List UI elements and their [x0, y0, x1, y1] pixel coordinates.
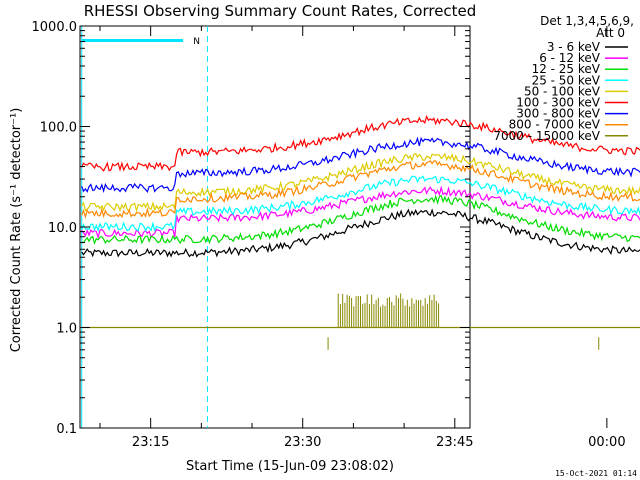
- chart-title: RHESSI Observing Summary Count Rates, Co…: [84, 2, 477, 20]
- night-marker-label: N: [193, 37, 200, 47]
- series-line-5: [81, 152, 640, 213]
- series-polyline: [81, 114, 640, 172]
- legend-header-line-1: Det 1,3,4,5,6,9,: [540, 14, 634, 28]
- series-polyline: [81, 136, 640, 194]
- series-line-1: [81, 208, 640, 258]
- series-line-3: [81, 194, 640, 245]
- x-tick-label: 23:15: [132, 435, 169, 450]
- night-bar-1: [81, 39, 184, 42]
- series-line-9: [81, 293, 640, 350]
- series-line-7: [81, 136, 640, 194]
- legend-entry-label: 3 - 6 keV: [547, 40, 601, 54]
- series-polyline: [81, 152, 640, 213]
- plot-frame: [79, 25, 471, 429]
- legend-header-line-2: Att 0: [596, 26, 625, 40]
- series-line-6: [81, 114, 640, 172]
- legend-entry-label: 800 - 7000 keV: [509, 118, 601, 132]
- x-tick-label: 23:30: [284, 435, 321, 450]
- x-axis-label: Start Time (15-Jun-09 23:08:02): [186, 459, 394, 474]
- series-polyline: [81, 194, 640, 245]
- series-polyline: [81, 185, 640, 240]
- series-line-2: [81, 185, 640, 240]
- y-tick-label: 100.0: [40, 121, 77, 136]
- series-line-8: [81, 160, 640, 219]
- y-tick-label: 0.1: [56, 422, 77, 437]
- y-axis-ticks: 1000.0 100.0 10.0 1.0 0.1: [32, 20, 470, 437]
- x-tick-label: 23:45: [436, 435, 473, 450]
- legend-entry-label: 100 - 300 keV: [516, 96, 600, 110]
- timestamp-label: 15-Oct-2021 01:14: [555, 469, 637, 478]
- y-axis-label: Corrected Count Rate (s⁻¹ detector⁻¹): [9, 108, 24, 353]
- series-polyline: [81, 160, 640, 219]
- legend-entry-label: 6 - 12 keV: [539, 51, 601, 65]
- legend-entry-label: 50 - 100 keV: [524, 84, 601, 98]
- series-polyline: [81, 175, 640, 233]
- legend-entry-label: 7000 - 15000 keV: [493, 129, 600, 143]
- x-tick-label: 00:00: [588, 435, 625, 450]
- legend-entry-label: 25 - 50 keV: [532, 73, 601, 87]
- y-tick-label: 10.0: [48, 221, 77, 236]
- series-polyline: [81, 208, 640, 258]
- legend-entry-label: 12 - 25 keV: [532, 62, 601, 76]
- y-tick-label: 1000.0: [32, 20, 78, 35]
- plot-area: N: [79, 25, 640, 429]
- y-tick-label: 1.0: [56, 322, 77, 337]
- series-line-4: [81, 175, 640, 233]
- legend-entry-label: 300 - 800 keV: [516, 107, 600, 121]
